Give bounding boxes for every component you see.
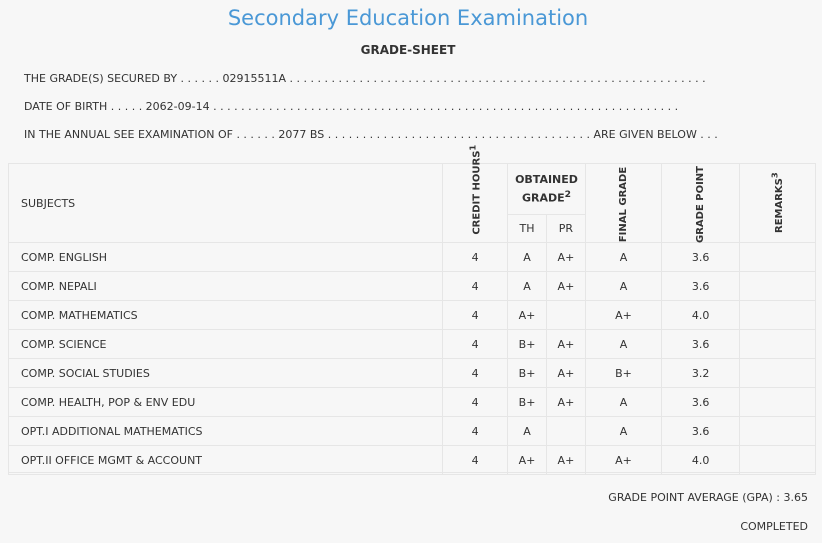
grade-sheet-heading: GRADE-SHEET — [360, 43, 456, 57]
th-cell: A — [507, 271, 547, 301]
subject-cell: COMP. NEPALI — [7, 271, 444, 301]
subject-cell: OPT.I ADDITIONAL MATHEMATICS — [7, 416, 444, 446]
table-row: COMP. MATHEMATICS 4 A+ A+ 4.0 — [7, 300, 816, 330]
pr-header: PR — [545, 214, 586, 243]
table-row: COMP. HEALTH, POP & ENV EDU 4 B+ A+ A 3.… — [7, 387, 816, 417]
th-cell: A+ — [507, 300, 547, 330]
final-grade-cell: A+ — [584, 445, 663, 475]
obtained-grade-header: OBTAINED GRADE2 — [507, 163, 586, 215]
pr-cell: A+ — [545, 271, 586, 301]
table-row: OPT.I ADDITIONAL MATHEMATICS 4 A A 3.6 — [7, 416, 816, 446]
remarks-cell — [739, 271, 816, 301]
final-grade-header: FINAL GRADE — [584, 163, 663, 243]
grade-point-cell: 3.2 — [661, 358, 741, 388]
remarks-cell — [739, 387, 816, 417]
credit-cell: 4 — [442, 445, 509, 475]
th-cell: B+ — [507, 358, 547, 388]
th-cell: B+ — [507, 329, 547, 359]
page-title: Secondary Education Examination — [227, 6, 589, 30]
pr-cell: A+ — [545, 358, 586, 388]
table-row: COMP. NEPALI 4 A A+ A 3.6 — [7, 271, 816, 301]
grade-point-header: GRADE POINT — [661, 163, 741, 243]
credit-cell: 4 — [442, 242, 509, 272]
subject-cell: COMP. ENGLISH — [7, 242, 444, 272]
th-cell: B+ — [507, 387, 547, 417]
subject-cell: COMP. SOCIAL STUDIES — [7, 358, 444, 388]
th-cell: A — [507, 416, 547, 446]
credit-cell: 4 — [442, 358, 509, 388]
final-grade-cell: A — [584, 416, 663, 446]
th-cell: A+ — [507, 445, 547, 475]
final-grade-cell: B+ — [584, 358, 663, 388]
exam-line: IN THE ANNUAL SEE EXAMINATION OF . . . .… — [24, 128, 718, 141]
grade-point-cell: 3.6 — [661, 329, 741, 359]
pr-cell: A+ — [545, 445, 586, 475]
pr-cell — [545, 300, 586, 330]
final-grade-cell: A+ — [584, 300, 663, 330]
subject-cell: COMP. MATHEMATICS — [7, 300, 444, 330]
pr-cell: A+ — [545, 242, 586, 272]
remarks-cell — [739, 242, 816, 272]
subject-cell: OPT.II OFFICE MGMT & ACCOUNT — [7, 445, 444, 475]
grade-point-cell: 3.6 — [661, 271, 741, 301]
pr-cell: A+ — [545, 387, 586, 417]
th-header: TH — [507, 214, 547, 243]
table-row: COMP. SOCIAL STUDIES 4 B+ A+ B+ 3.2 — [7, 358, 816, 388]
remarks-cell — [739, 445, 816, 475]
remarks-cell — [739, 358, 816, 388]
pr-cell: A+ — [545, 329, 586, 359]
grade-point-cell: 4.0 — [661, 300, 741, 330]
subjects-header: SUBJECTS — [7, 163, 444, 243]
table-row: COMP. SCIENCE 4 B+ A+ A 3.6 — [7, 329, 816, 359]
credit-cell: 4 — [442, 416, 509, 446]
final-grade-cell: A — [584, 387, 663, 417]
final-grade-cell: A — [584, 271, 663, 301]
pr-cell — [545, 416, 586, 446]
grade-point-cell: 4.0 — [661, 445, 741, 475]
completion-status: COMPLETED — [740, 520, 808, 533]
date-of-birth-line: DATE OF BIRTH . . . . . 2062-09-14 . . .… — [24, 100, 679, 113]
final-grade-cell: A — [584, 329, 663, 359]
remarks-cell — [739, 300, 816, 330]
remarks-cell — [739, 329, 816, 359]
summary-section — [8, 472, 816, 543]
credit-cell: 4 — [442, 387, 509, 417]
table-row: COMP. ENGLISH 4 A A+ A 3.6 — [7, 242, 816, 272]
grade-table: SUBJECTS CREDIT HOURS1 OBTAINED GRADE2 F… — [7, 145, 816, 475]
credit-cell: 4 — [442, 329, 509, 359]
grade-point-cell: 3.6 — [661, 416, 741, 446]
remarks-cell — [739, 416, 816, 446]
secured-by-line: THE GRADE(S) SECURED BY . . . . . . 0291… — [24, 72, 706, 85]
th-cell: A — [507, 242, 547, 272]
grade-point-cell: 3.6 — [661, 242, 741, 272]
remarks-header: REMARKS3 — [739, 163, 816, 243]
gpa-summary: GRADE POINT AVERAGE (GPA) : 3.65 — [608, 491, 808, 504]
credit-hours-header: CREDIT HOURS1 — [442, 145, 509, 243]
subject-cell: COMP. HEALTH, POP & ENV EDU — [7, 387, 444, 417]
table-row: OPT.II OFFICE MGMT & ACCOUNT 4 A+ A+ A+ … — [7, 445, 816, 475]
grade-point-cell: 3.6 — [661, 387, 741, 417]
credit-cell: 4 — [442, 271, 509, 301]
credit-cell: 4 — [442, 300, 509, 330]
final-grade-cell: A — [584, 242, 663, 272]
subject-cell: COMP. SCIENCE — [7, 329, 444, 359]
